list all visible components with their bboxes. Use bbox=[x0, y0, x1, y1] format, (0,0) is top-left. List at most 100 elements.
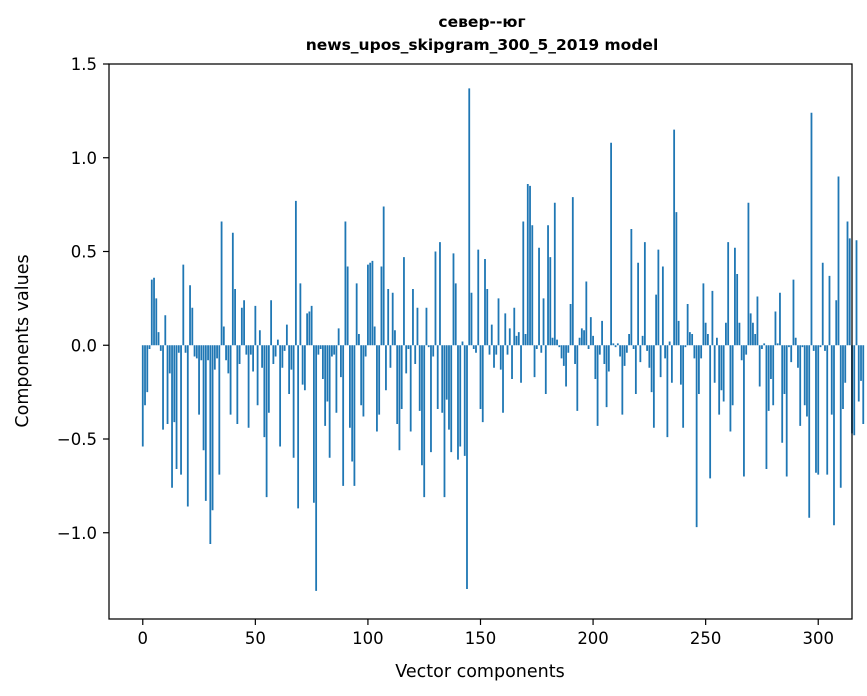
bar-84 bbox=[331, 345, 333, 357]
bar-117 bbox=[405, 345, 408, 374]
bar-211 bbox=[616, 343, 619, 346]
bar-2 bbox=[146, 345, 149, 393]
bar-261 bbox=[729, 345, 732, 432]
bar-26 bbox=[200, 345, 203, 361]
bar-208 bbox=[610, 142, 612, 346]
bar-31 bbox=[211, 345, 214, 511]
bar-75 bbox=[310, 305, 313, 346]
bar-258 bbox=[722, 345, 725, 402]
bar-33 bbox=[216, 345, 218, 359]
bar-69 bbox=[297, 345, 300, 509]
bar-160 bbox=[502, 345, 504, 413]
bar-161 bbox=[504, 313, 507, 346]
bar-170 bbox=[524, 334, 527, 346]
bar-188 bbox=[565, 345, 567, 387]
x-tick-label: 200 bbox=[577, 629, 609, 648]
bar-204 bbox=[601, 320, 603, 346]
bar-217 bbox=[630, 229, 633, 346]
bar-37 bbox=[225, 345, 227, 361]
bar-68 bbox=[294, 200, 297, 346]
x-tick-label: 150 bbox=[465, 629, 497, 648]
bar-77 bbox=[315, 345, 318, 591]
chart-subtitle: news_upos_skipgram_300_5_2019 model bbox=[306, 36, 659, 54]
bar-254 bbox=[713, 345, 716, 383]
bar-263 bbox=[734, 247, 736, 346]
bar-300 bbox=[817, 345, 820, 475]
bar-120 bbox=[412, 289, 414, 346]
bar-316 bbox=[853, 345, 856, 436]
bar-36 bbox=[222, 326, 225, 346]
bar-284 bbox=[781, 345, 784, 443]
bar-124 bbox=[421, 345, 423, 466]
bar-245 bbox=[693, 345, 696, 359]
x-axis-ticks: 0 50 100 150 200 250 300 bbox=[138, 619, 834, 648]
bar-99 bbox=[364, 345, 367, 357]
x-tick-label: 300 bbox=[802, 629, 834, 648]
x-tick-label: 100 bbox=[352, 629, 384, 648]
bar-129 bbox=[432, 345, 435, 357]
bar-267 bbox=[743, 345, 745, 477]
bar-302 bbox=[821, 262, 824, 346]
bar-280 bbox=[772, 345, 775, 406]
bar-314 bbox=[848, 238, 851, 346]
bar-230 bbox=[659, 345, 662, 378]
bar-14 bbox=[173, 345, 176, 423]
bar-256 bbox=[718, 345, 721, 415]
bar-19 bbox=[184, 345, 187, 353]
bar-97 bbox=[360, 345, 363, 406]
bar-135 bbox=[445, 345, 448, 400]
bar-306 bbox=[830, 345, 833, 415]
bar-132 bbox=[439, 242, 441, 346]
bar-166 bbox=[515, 335, 518, 346]
bar-94 bbox=[353, 345, 356, 486]
bar-175 bbox=[535, 345, 538, 349]
bar-125 bbox=[423, 345, 426, 498]
bar-47 bbox=[247, 345, 250, 428]
bar-163 bbox=[508, 328, 511, 346]
bar-143 bbox=[463, 345, 466, 456]
chart-title: север--юг bbox=[438, 13, 525, 31]
bar-83 bbox=[328, 345, 331, 458]
bar-215 bbox=[625, 345, 628, 353]
bar-264 bbox=[736, 274, 739, 346]
bar-203 bbox=[598, 345, 601, 355]
bar-112 bbox=[394, 330, 396, 346]
bar-298 bbox=[812, 345, 815, 351]
bar-60 bbox=[276, 339, 279, 346]
x-tick-label: 50 bbox=[245, 629, 266, 648]
bar-61 bbox=[279, 345, 282, 447]
bar-200 bbox=[592, 335, 594, 346]
bar-218 bbox=[632, 345, 635, 349]
bar-127 bbox=[427, 345, 430, 348]
bar-226 bbox=[650, 345, 653, 393]
bar-270 bbox=[749, 313, 752, 346]
bar-54 bbox=[263, 345, 266, 438]
bar-194 bbox=[578, 337, 581, 346]
bar-318 bbox=[857, 345, 860, 402]
bar-95 bbox=[355, 283, 358, 346]
bar-224 bbox=[646, 345, 649, 351]
bar-136 bbox=[448, 345, 450, 430]
bar-21 bbox=[189, 285, 191, 346]
bar-196 bbox=[583, 330, 585, 346]
bar-98 bbox=[362, 345, 365, 417]
bar-86 bbox=[335, 345, 338, 413]
bar-177 bbox=[540, 345, 543, 353]
bar-206 bbox=[605, 345, 608, 408]
bar-223 bbox=[643, 242, 646, 346]
bar-126 bbox=[425, 307, 428, 346]
bar-283 bbox=[779, 292, 781, 346]
bar-268 bbox=[745, 345, 748, 355]
bar-308 bbox=[835, 300, 838, 346]
bar-227 bbox=[652, 345, 655, 428]
bar-304 bbox=[826, 345, 829, 475]
bar-81 bbox=[324, 345, 327, 426]
bar-296 bbox=[808, 345, 811, 518]
bar-185 bbox=[558, 345, 561, 348]
bar-312 bbox=[844, 345, 847, 383]
bar-138 bbox=[452, 253, 455, 346]
bar-149 bbox=[477, 249, 480, 346]
bar-16 bbox=[177, 345, 180, 353]
bar-13 bbox=[171, 345, 173, 488]
bar-121 bbox=[414, 345, 417, 364]
